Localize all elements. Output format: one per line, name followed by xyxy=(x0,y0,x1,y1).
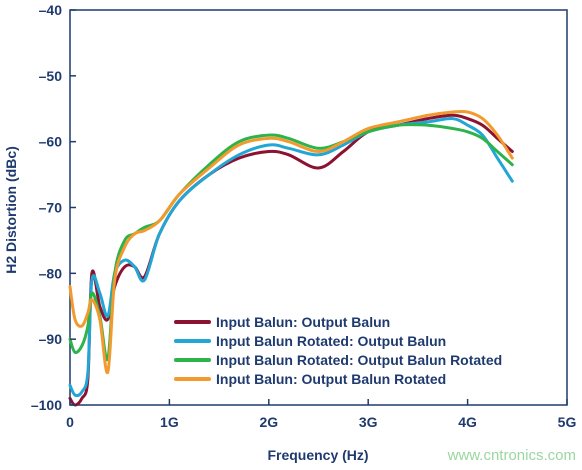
y-axis: –100 –90 –80 –70 –60 –50 –40 xyxy=(31,2,76,413)
y-tick-label: –80 xyxy=(39,265,63,281)
legend-label: Input Balun: Output Balun xyxy=(216,314,390,330)
y-tick-label: –50 xyxy=(39,68,63,84)
series-line-4 xyxy=(68,109,514,374)
series-line-2 xyxy=(68,117,514,398)
series-line-3 xyxy=(68,123,514,362)
watermark-text: www.cntronics.com xyxy=(447,447,576,464)
y-tick-label: –40 xyxy=(39,2,63,18)
y-tick-label: –100 xyxy=(31,397,62,413)
x-tick-label: 4G xyxy=(458,414,477,430)
x-tick-label: 5G xyxy=(558,414,577,430)
y-axis-title: H2 Distortion (dBc) xyxy=(3,146,19,274)
legend: Input Balun: Output Balun Input Balun Rot… xyxy=(174,314,502,387)
y-tick-label: –60 xyxy=(39,134,63,150)
legend-label: Input Balun Rotated: Output Balun xyxy=(216,333,446,349)
y-tick-label: –70 xyxy=(39,200,63,216)
x-tick-label: 2G xyxy=(259,414,278,430)
x-axis: 0 1G 2G 3G 4G 5G xyxy=(66,399,576,430)
x-tick-label: 0 xyxy=(66,414,74,430)
x-axis-title: Frequency (Hz) xyxy=(267,447,368,463)
x-tick-label: 1G xyxy=(160,414,179,430)
legend-label: Input Balun Rotated: Output Balun Rotate… xyxy=(216,352,502,368)
y-tick-label: –90 xyxy=(39,331,63,347)
x-tick-label: 3G xyxy=(359,414,378,430)
legend-label: Input Balun: Output Balun Rotated xyxy=(216,371,446,387)
series-layer xyxy=(68,109,514,407)
